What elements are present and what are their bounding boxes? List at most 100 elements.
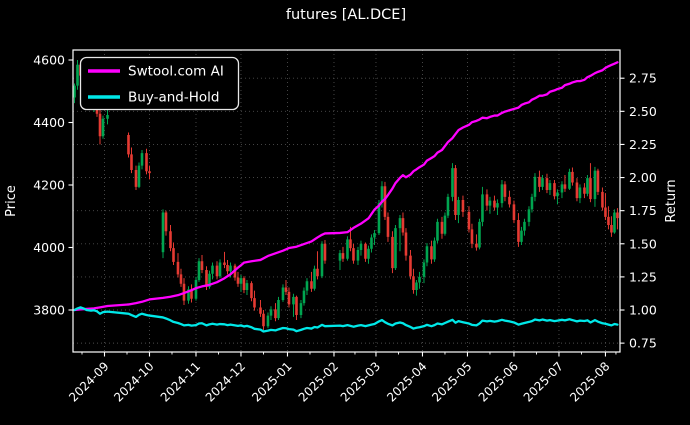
candle-body xyxy=(560,184,564,193)
right-axis-label: Return xyxy=(664,179,679,222)
candle-body xyxy=(500,184,504,204)
candle-body xyxy=(313,268,316,289)
left-axis-label: Price xyxy=(4,185,19,217)
candle-body xyxy=(596,170,600,192)
candle-body xyxy=(208,273,211,287)
candle-body xyxy=(292,296,295,305)
candle-body xyxy=(586,178,589,194)
legend-label-bh: Buy-and-Hold xyxy=(128,90,219,106)
candle-body xyxy=(578,187,582,199)
y-tick-label-right: 2.25 xyxy=(629,137,657,152)
candle-body xyxy=(553,183,556,197)
candle-body xyxy=(446,196,450,216)
y-tick-label-left: 3800 xyxy=(33,303,65,318)
candle-body xyxy=(179,274,183,284)
candle-body xyxy=(457,200,460,215)
candle-body xyxy=(412,276,415,290)
candle-body xyxy=(320,243,324,277)
candle-body xyxy=(130,154,133,170)
candle-body xyxy=(305,281,309,291)
candle-body xyxy=(398,218,402,229)
candle-body xyxy=(401,218,405,233)
candle-body xyxy=(589,178,592,200)
candle-body xyxy=(571,171,574,183)
candle-body xyxy=(404,232,408,256)
candle-body xyxy=(356,250,360,261)
candle-body xyxy=(370,237,373,249)
candle-body xyxy=(367,248,370,259)
candle-body xyxy=(190,289,193,299)
candle-body xyxy=(461,200,465,212)
candle-body xyxy=(422,262,426,277)
candle-body xyxy=(176,261,180,275)
candle-body xyxy=(137,165,141,187)
series-swtool-com-ai xyxy=(73,61,619,312)
candle-body xyxy=(583,187,586,194)
candle-body xyxy=(253,298,256,308)
plot-border xyxy=(72,49,621,353)
candle-body xyxy=(415,282,418,290)
y-tick-label-right: 1.75 xyxy=(629,203,657,218)
candle-body xyxy=(541,178,544,187)
candle-body xyxy=(281,287,285,300)
candle-body xyxy=(338,253,342,261)
candle-body xyxy=(172,248,175,262)
candle-body xyxy=(533,176,537,197)
candle-body xyxy=(394,228,397,269)
candle-body xyxy=(520,230,523,242)
candle-body xyxy=(386,216,390,237)
candle-body xyxy=(373,233,376,238)
candle-body xyxy=(164,212,168,232)
candle-body xyxy=(523,221,526,231)
candle-body xyxy=(503,184,507,197)
candle-body xyxy=(488,200,492,206)
candle-body xyxy=(148,171,151,174)
candle-body xyxy=(470,229,474,244)
candle-body xyxy=(548,183,552,190)
candle-body xyxy=(274,309,277,319)
candle-body xyxy=(127,135,130,155)
candle-body xyxy=(73,85,76,98)
y-tick-label-right: 2.50 xyxy=(629,104,657,119)
candle-body xyxy=(383,186,387,217)
candle-body xyxy=(508,196,511,205)
candle-body xyxy=(323,243,327,261)
candle-body xyxy=(161,212,165,253)
candle-body xyxy=(359,243,363,250)
candle-body xyxy=(140,153,144,166)
candle-body xyxy=(568,171,571,189)
candle-body xyxy=(443,215,447,234)
candle-body xyxy=(575,182,579,199)
y-tick-label-right: 1.50 xyxy=(629,236,657,251)
candle-body xyxy=(134,170,138,187)
candle-body xyxy=(418,276,421,283)
candle-body xyxy=(226,265,229,272)
candle-body xyxy=(607,216,610,225)
candle-body xyxy=(169,231,172,249)
candle-body xyxy=(310,281,313,289)
candle-body xyxy=(277,300,280,319)
candle-body xyxy=(284,287,288,292)
y-tick-label-right: 2.75 xyxy=(629,71,657,86)
y-tick-label-left: 4000 xyxy=(33,240,65,255)
candle-body xyxy=(610,225,613,233)
candle-body xyxy=(527,209,531,222)
candle-body xyxy=(302,290,306,304)
candle-body xyxy=(485,194,489,206)
candle-body xyxy=(295,296,298,315)
candle-body xyxy=(223,262,226,265)
y-tick-label-right: 0.75 xyxy=(629,336,657,351)
candle-body xyxy=(346,239,349,259)
candle-body xyxy=(76,64,79,86)
candle-body xyxy=(530,196,534,210)
candle-body xyxy=(101,118,105,137)
candle-body xyxy=(391,236,394,269)
candle-body xyxy=(512,204,516,220)
candle-body xyxy=(563,184,567,189)
candle-body xyxy=(409,255,412,277)
y-tick-label-left: 4600 xyxy=(33,53,65,68)
candle-body xyxy=(215,265,219,277)
candle-body xyxy=(616,212,619,219)
